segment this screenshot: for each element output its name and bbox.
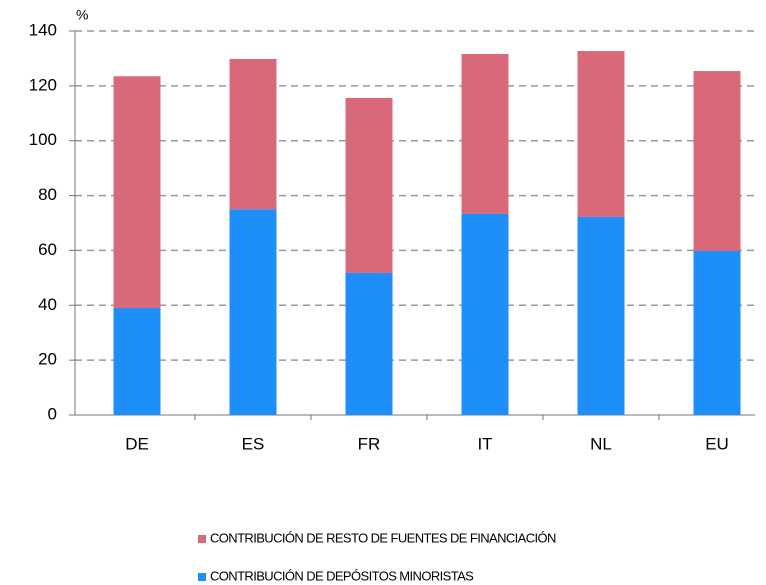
x-tick-label: FR (358, 434, 381, 453)
bar-segment (461, 54, 509, 214)
bar-segment (577, 216, 625, 415)
bar-segment (693, 71, 741, 251)
legend-swatch (198, 535, 206, 543)
bar-segment (693, 250, 741, 415)
bar-segment (113, 76, 161, 309)
x-tick-label: ES (242, 434, 265, 453)
legend-label: CONTRIBUCIÓN DE RESTO DE FUENTES DE FINA… (210, 530, 556, 545)
bar-segment (345, 272, 393, 415)
bar-segment (229, 209, 277, 415)
x-tick-label: DE (125, 434, 149, 453)
y-tick-label: 140 (29, 20, 57, 39)
y-tick-label: 120 (29, 75, 57, 94)
x-tick-label: EU (705, 434, 729, 453)
bar-segment (461, 213, 509, 415)
bar-segment (345, 97, 393, 273)
legend-label: CONTRIBUCIÓN DE DEPÓSITOS MINORISTAS (210, 568, 474, 583)
bar-segment (577, 51, 625, 217)
legend-swatch (198, 573, 206, 581)
y-tick-label: 60 (38, 240, 57, 259)
bar-segment (113, 308, 161, 415)
x-tick-label: NL (590, 434, 612, 453)
y-unit: % (76, 7, 88, 23)
y-tick-label: 20 (38, 350, 57, 369)
y-tick-label: 0 (48, 404, 57, 423)
y-tick-label: 80 (38, 185, 57, 204)
x-tick-label: IT (477, 434, 492, 453)
y-tick-label: 100 (29, 130, 57, 149)
bar-segment (229, 58, 277, 210)
y-tick-label: 40 (38, 295, 57, 314)
